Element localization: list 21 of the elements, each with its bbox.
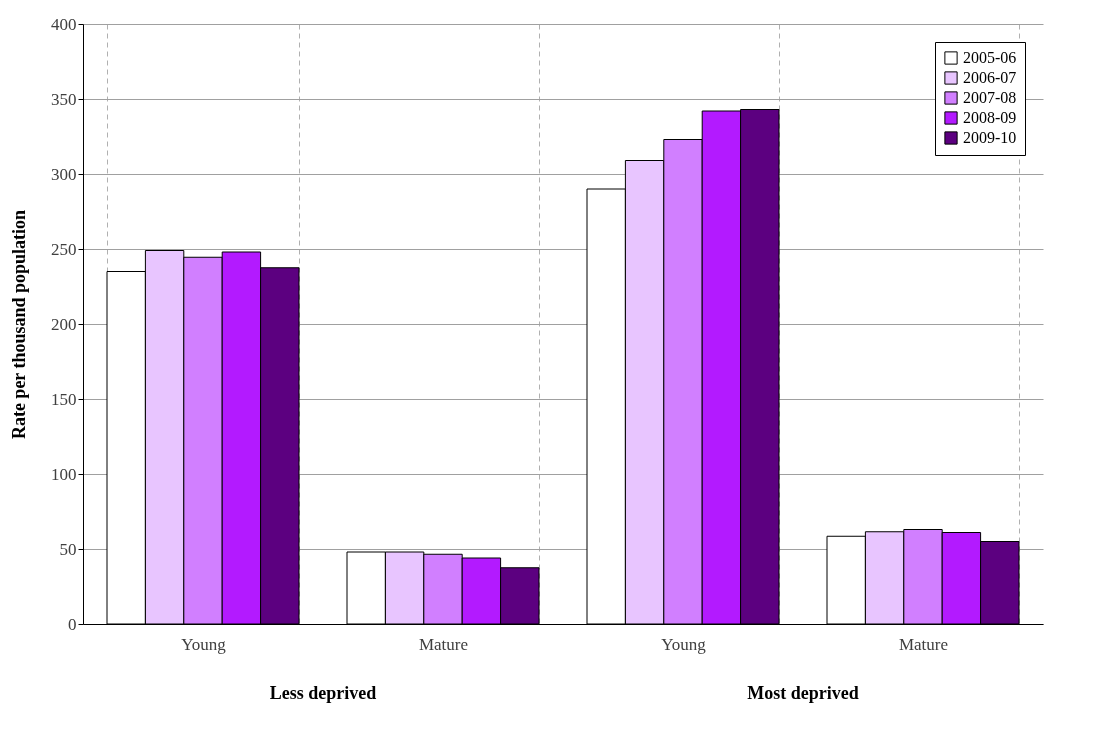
y-axis-title: Rate per thousand population bbox=[9, 209, 29, 440]
legend-label: 2008-09 bbox=[963, 109, 1017, 126]
y-tick-label: 0 bbox=[68, 614, 77, 634]
x-tick-label: Young bbox=[661, 634, 707, 654]
legend-label: 2005-06 bbox=[963, 49, 1017, 66]
y-tick-label: 250 bbox=[51, 239, 77, 259]
y-tick-label: 300 bbox=[51, 164, 77, 184]
y-tick-label: 150 bbox=[51, 389, 77, 409]
x-tick-label: Young bbox=[181, 634, 227, 654]
y-tick-label: 400 bbox=[51, 14, 77, 34]
text: Most deprived bbox=[747, 683, 859, 703]
text: Less deprived bbox=[269, 683, 377, 703]
x-tick-label: Mature bbox=[898, 634, 949, 654]
x-tick-label: Mature bbox=[418, 634, 469, 654]
legend-label: 2009-10 bbox=[963, 129, 1017, 146]
y-tick-label: 200 bbox=[51, 314, 77, 334]
y-tick-label: 350 bbox=[51, 89, 77, 109]
y-tick-label: 50 bbox=[59, 539, 77, 559]
legend-label: 2006-07 bbox=[963, 69, 1017, 86]
legend-label: 2007-08 bbox=[963, 89, 1017, 106]
y-tick-label: 100 bbox=[51, 464, 77, 484]
